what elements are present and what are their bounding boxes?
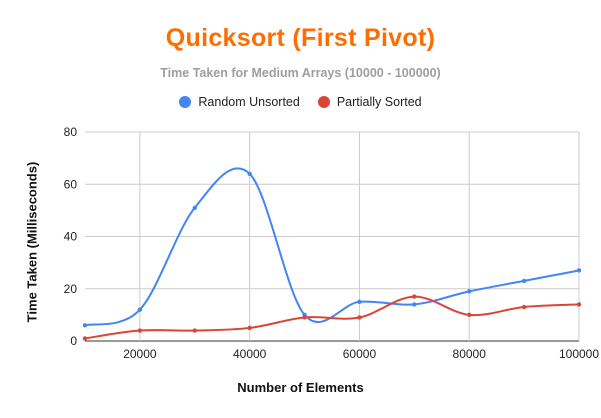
legend: Random Unsorted Partially Sorted <box>0 95 601 109</box>
legend-marker-partially-sorted <box>317 96 330 108</box>
data-point-partially-sorted[interactable] <box>302 315 307 320</box>
legend-label-random-unsorted: Random Unsorted <box>198 95 300 109</box>
data-point-partially-sorted[interactable] <box>357 315 362 320</box>
chart-title: Quicksort (First Pivot) <box>165 24 436 52</box>
y-tick-label: 80 <box>64 125 78 139</box>
data-point-partially-sorted[interactable] <box>247 325 252 331</box>
legend-label-partially-sorted: Partially Sorted <box>336 95 422 109</box>
y-axis-label: Time Taken (Milliseconds) <box>24 161 40 323</box>
data-point-partially-sorted[interactable] <box>82 336 88 341</box>
data-point-random-unsorted[interactable] <box>137 307 143 312</box>
data-point-partially-sorted[interactable] <box>412 294 417 299</box>
data-point-random-unsorted[interactable] <box>467 289 472 294</box>
x-tick-label: 20000 <box>123 347 157 361</box>
x-tick-label: 40000 <box>233 347 267 361</box>
legend-entry-random-unsorted[interactable]: Random Unsorted <box>179 95 300 109</box>
series-line-random-unsorted <box>84 167 580 327</box>
data-point-partially-sorted[interactable] <box>521 304 527 310</box>
y-tick-label: 60 <box>64 177 78 191</box>
data-point-partially-sorted[interactable] <box>192 328 197 333</box>
data-point-random-unsorted[interactable] <box>576 268 582 273</box>
data-point-partially-sorted[interactable] <box>137 328 143 333</box>
legend-marker-random-unsorted <box>179 96 192 108</box>
x-tick-label: 60000 <box>343 347 377 361</box>
data-point-random-unsorted[interactable] <box>82 323 88 328</box>
series-line-partially-sorted <box>84 295 580 340</box>
data-point-random-unsorted[interactable] <box>357 299 362 305</box>
x-tick-label: 100000 <box>559 347 599 361</box>
chart-subtitle: Time Taken for Medium Arrays (10000 - 10… <box>160 66 441 80</box>
data-point-random-unsorted[interactable] <box>521 278 527 284</box>
y-tick-label: 0 <box>70 334 77 348</box>
data-point-partially-sorted[interactable] <box>576 302 582 307</box>
y-tick-label: 40 <box>64 230 78 244</box>
data-point-random-unsorted[interactable] <box>247 171 252 176</box>
data-point-random-unsorted[interactable] <box>192 205 197 210</box>
x-axis-label: Number of Elements <box>237 380 364 395</box>
data-point-random-unsorted[interactable] <box>412 302 417 307</box>
legend-entry-partially-sorted[interactable]: Partially Sorted <box>317 95 422 109</box>
data-point-partially-sorted[interactable] <box>467 312 472 318</box>
y-tick-label: 20 <box>64 282 78 296</box>
x-tick-label: 80000 <box>453 347 487 361</box>
